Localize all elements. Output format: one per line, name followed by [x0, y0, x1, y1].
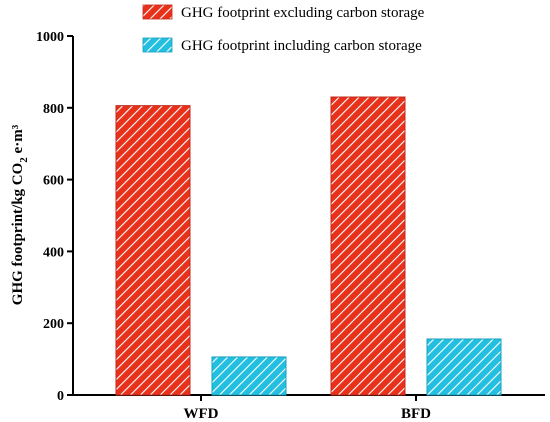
x-categories: WFD BFD	[184, 395, 431, 422]
y-axis-title-prefix: GHG footprint/kg CO	[10, 163, 26, 306]
legend-swatch-including	[142, 37, 173, 53]
y-axis-title-subscript: 2	[18, 157, 30, 163]
legend-label-including: GHG footprint including carbon storage	[181, 38, 422, 54]
legend-item-including: GHG footprint including carbon storage	[142, 37, 422, 54]
y-tick-label: 1000	[36, 30, 64, 45]
y-tick-label: 600	[43, 174, 64, 189]
y-tick-label: 400	[43, 245, 64, 260]
legend-label-excluding: GHG footprint excluding carbon storage	[181, 5, 425, 21]
bars	[115, 96, 502, 396]
legend: GHG footprint excluding carbon storage G…	[142, 4, 425, 54]
x-category-label-wfd: WFD	[184, 406, 219, 422]
y-tick-label: 800	[43, 102, 64, 117]
bar-bfd-including	[426, 338, 502, 396]
y-ticks: 0 200 400 600 800 1000	[36, 30, 73, 404]
bar-bfd-excluding	[330, 96, 406, 396]
bar-wfd-excluding	[115, 105, 191, 396]
y-tick-label: 0	[57, 389, 64, 404]
legend-swatch-excluding	[142, 4, 173, 20]
bar-wfd-including	[211, 356, 287, 396]
y-axis-title-suffix: e·m³	[10, 124, 26, 157]
y-tick-label: 200	[43, 317, 64, 332]
y-axis-title: GHG footprint/kg CO2 e·m³	[10, 124, 30, 305]
legend-item-excluding: GHG footprint excluding carbon storage	[142, 4, 425, 21]
x-category-label-bfd: BFD	[401, 406, 431, 422]
